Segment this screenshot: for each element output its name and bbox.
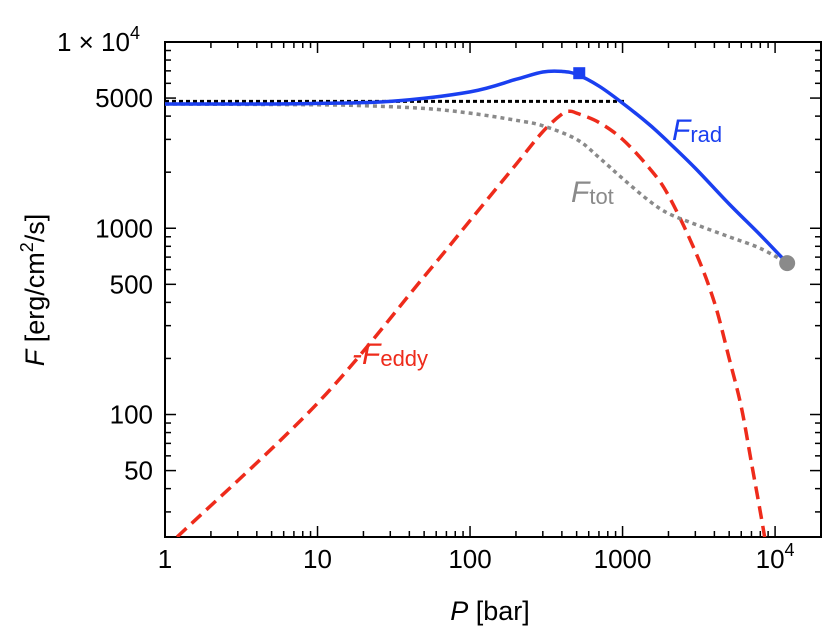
label-ftot: Ftot xyxy=(571,176,614,209)
marker-circle xyxy=(779,255,796,272)
x-tick-label: 100 xyxy=(448,544,491,574)
y-tick-label: 500 xyxy=(110,269,153,299)
series-line--f-eddy xyxy=(175,109,767,537)
x-tick-label: 1000 xyxy=(594,544,652,574)
x-tick-label: 1 xyxy=(158,544,172,574)
plot-area xyxy=(164,41,822,538)
y-tick-label: 100 xyxy=(110,400,153,430)
label-feddy: -Feddy xyxy=(352,338,428,371)
y-axis-title: F [erg/cm2/s] xyxy=(17,214,50,367)
y-tick-label: 1 × 104 xyxy=(57,23,140,57)
plot-frame xyxy=(164,41,822,538)
y-tick-label: 50 xyxy=(124,456,153,486)
y-tick-label: 1000 xyxy=(95,213,153,243)
x-tick-label: 10 xyxy=(303,544,332,574)
axis-ticks xyxy=(164,41,822,537)
label-frad: Frad xyxy=(672,114,722,147)
y-tick-label: 5000 xyxy=(95,83,153,113)
x-tick-labels: 1 10 100 1000 104 xyxy=(158,540,795,574)
marker-layer xyxy=(573,67,796,272)
x-tick-label: 104 xyxy=(756,540,795,574)
marker-square xyxy=(573,67,586,80)
series-line-f-tot xyxy=(165,102,789,265)
x-axis-title: P [bar] xyxy=(450,596,530,626)
y-tick-labels: 50 100 500 1000 5000 1 × 104 xyxy=(57,23,153,486)
